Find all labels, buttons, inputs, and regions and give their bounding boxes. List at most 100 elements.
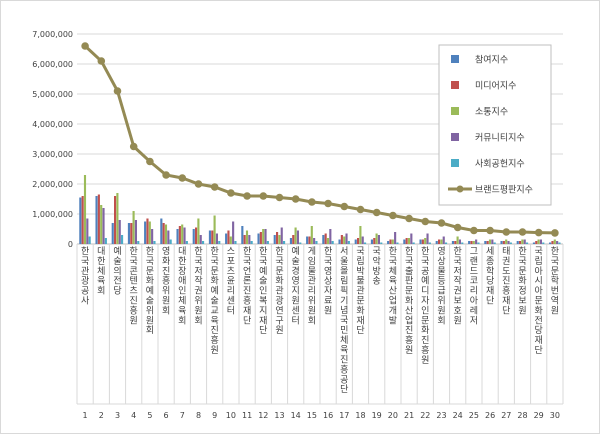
bar	[86, 218, 89, 244]
y-tick-label: 3,000,000	[32, 150, 73, 159]
y-tick-label: 5,000,000	[32, 90, 73, 99]
category-number: 24	[453, 411, 463, 420]
bar	[394, 232, 397, 244]
bar	[551, 241, 554, 244]
bar	[176, 229, 179, 244]
bar	[523, 239, 526, 244]
bar	[472, 241, 475, 244]
bar	[507, 241, 510, 244]
bar	[104, 238, 107, 244]
category-number: 22	[420, 411, 430, 420]
line-point	[308, 198, 316, 206]
category-number: 3	[115, 411, 120, 420]
bar	[428, 242, 431, 244]
line-point	[486, 226, 494, 235]
bar	[421, 239, 424, 244]
bar	[539, 239, 542, 244]
bar	[468, 241, 471, 244]
bar	[310, 226, 313, 244]
bar	[412, 242, 415, 244]
category-number: 29	[534, 411, 544, 420]
legend-swatch	[451, 107, 459, 115]
bar	[164, 224, 168, 244]
bar	[509, 242, 512, 244]
bar	[299, 242, 302, 244]
bar	[470, 241, 473, 244]
bar	[283, 241, 286, 244]
bar	[132, 211, 135, 244]
bar	[153, 241, 156, 244]
bar	[218, 241, 221, 244]
line-point	[291, 195, 300, 203]
line-point	[356, 205, 365, 214]
line-point	[129, 142, 138, 151]
bar	[519, 241, 522, 244]
grid-lines	[77, 33, 563, 245]
bar	[442, 236, 445, 244]
category-number: 19	[372, 411, 382, 420]
bar	[343, 236, 346, 244]
bar	[118, 220, 121, 244]
bar	[130, 223, 133, 244]
legend-label: 브랜드평판지수	[475, 185, 533, 196]
bar	[359, 226, 362, 244]
category-number: 17	[339, 411, 349, 420]
bar	[232, 221, 235, 244]
bar	[195, 227, 198, 244]
bar	[435, 241, 438, 244]
bar	[426, 233, 429, 244]
bar	[111, 223, 114, 244]
bar	[296, 230, 299, 244]
bar	[257, 233, 260, 244]
bar	[347, 241, 350, 244]
bar	[500, 241, 503, 244]
bar	[229, 236, 232, 244]
bar	[289, 238, 292, 244]
bar	[280, 227, 283, 244]
bar	[292, 235, 295, 244]
bar	[526, 242, 529, 244]
bar	[364, 242, 367, 244]
bar	[445, 242, 448, 244]
bar	[424, 238, 427, 244]
bar	[250, 241, 253, 244]
line-point	[518, 228, 527, 236]
bar	[537, 239, 540, 244]
bar	[329, 229, 332, 244]
bar	[419, 239, 422, 244]
legend-swatch	[451, 81, 459, 89]
bar	[440, 239, 443, 244]
bar	[313, 238, 316, 244]
bar	[454, 241, 457, 244]
x-axis: 한 국 관 광 공 사 1 대 한 체 육 회 2 예 술 의 전 당 3 한 국 콘 텐 츠 진 흥 원 4 한 국 문 화 예 술 위 원 회 5 영 화…	[76, 244, 564, 420]
legend-label: 커뮤니티지수	[475, 133, 525, 144]
line-point	[113, 87, 122, 95]
bar	[127, 223, 130, 244]
bar	[391, 239, 394, 244]
bar	[461, 242, 464, 244]
bar	[389, 239, 392, 244]
bar	[373, 238, 376, 244]
y-tick-label: 1,000,000	[32, 210, 73, 219]
bar	[326, 238, 330, 244]
bar	[215, 233, 218, 244]
category-number: 20	[388, 411, 398, 420]
category-number: 8	[196, 411, 201, 420]
